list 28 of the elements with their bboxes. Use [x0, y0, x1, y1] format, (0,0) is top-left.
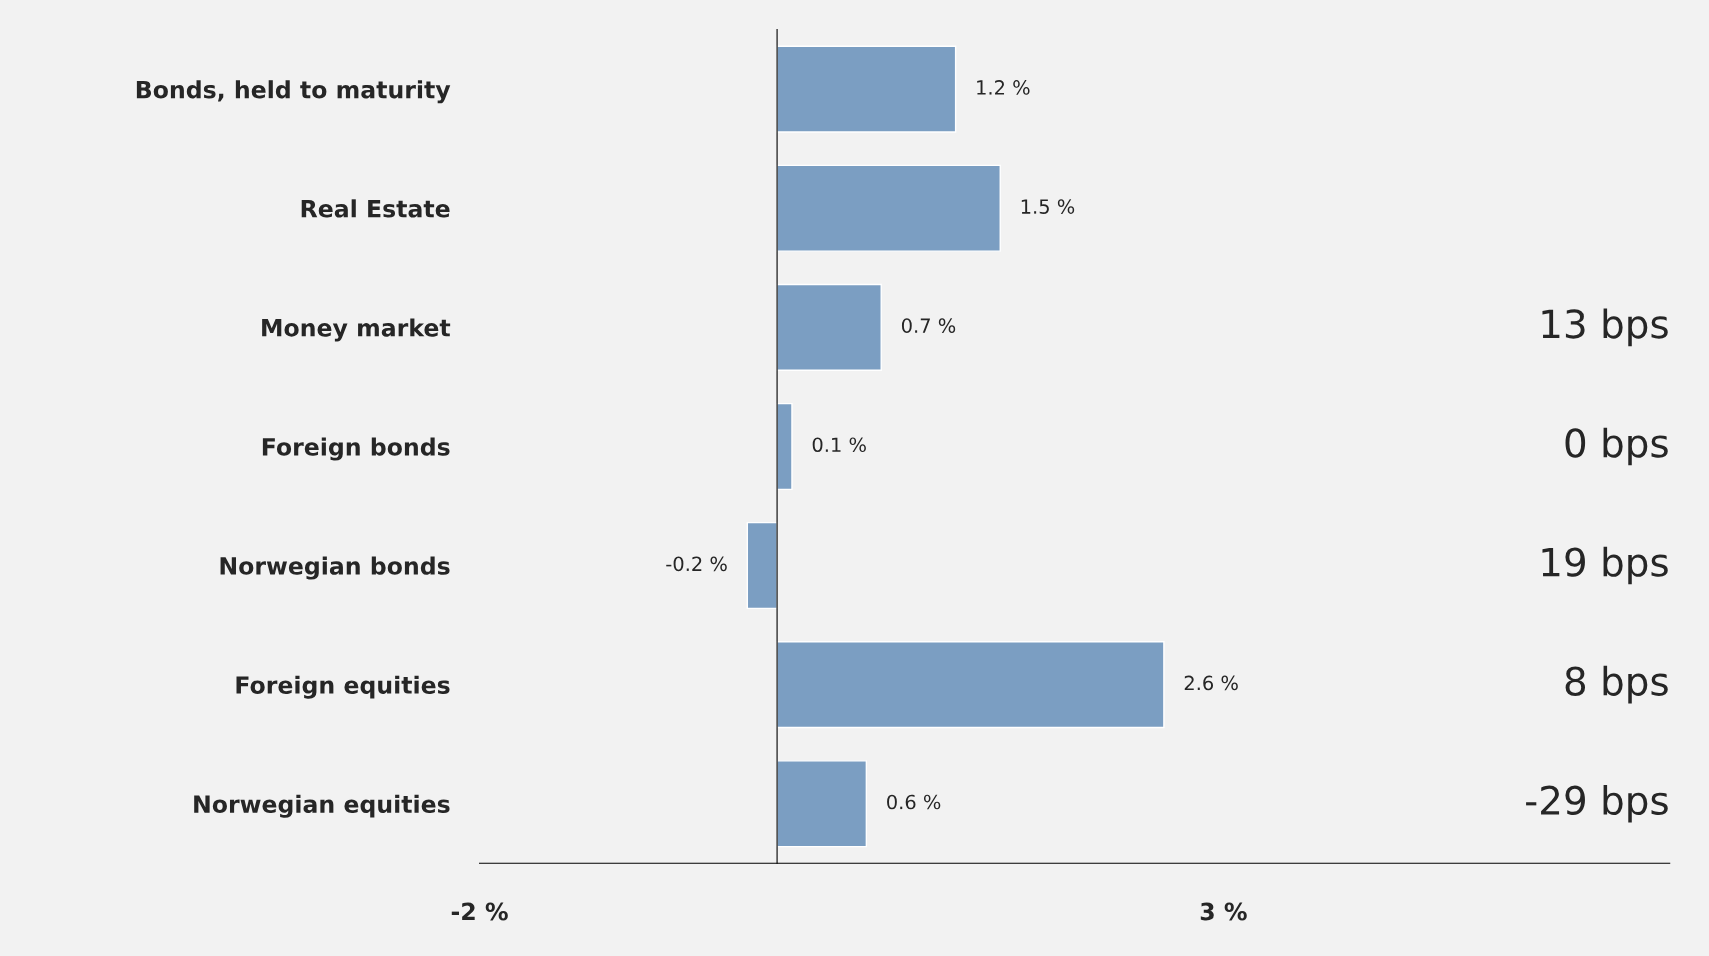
- y-tick-label: Norwegian bonds: [220, 556, 450, 580]
- data-label: 0.1 %: [812, 437, 866, 453]
- annotation: 8 bps: [1565, 665, 1668, 704]
- bar: [776, 45, 957, 133]
- data-label: -0.2 %: [666, 556, 727, 572]
- annotation: 0 bps: [1565, 427, 1668, 466]
- annotation: 19 bps: [1542, 546, 1668, 585]
- bar: [776, 164, 1001, 252]
- y-tick-label: Real Estate: [301, 199, 450, 218]
- data-label: 1.2 %: [977, 80, 1030, 95]
- data-label: 1.5 %: [1021, 199, 1075, 214]
- x-tick-label: 3 %: [1200, 902, 1247, 921]
- data-label: 0.6 %: [887, 794, 941, 810]
- annotation: -29 bps: [1526, 784, 1668, 823]
- y-tick-label: Foreign bonds: [262, 437, 450, 461]
- bar: [776, 402, 793, 491]
- data-label: 0.7 %: [901, 318, 956, 333]
- bar: [746, 521, 778, 610]
- data-label: 2.6 %: [1184, 675, 1238, 691]
- bar: [776, 283, 882, 371]
- x-tick-label: -2 %: [451, 902, 508, 921]
- y-tick-label: Bonds, held to maturity: [136, 80, 451, 104]
- y-tick-label: Money market: [262, 318, 451, 342]
- bar: [776, 760, 868, 848]
- annotation: 13 bps: [1542, 308, 1668, 347]
- y-tick-label: Norwegian equities: [194, 794, 450, 818]
- y-tick-label: Foreign equities: [236, 675, 450, 699]
- bar: [776, 641, 1165, 729]
